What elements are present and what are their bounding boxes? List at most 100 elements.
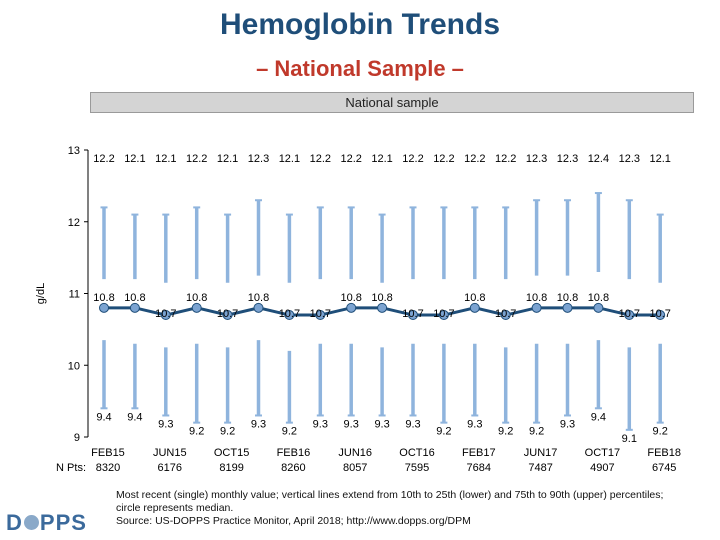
lower-value-label: 9.3 <box>467 418 482 430</box>
n-pts-value: 7595 <box>405 462 429 474</box>
upper-value-label: 12.3 <box>619 153 640 165</box>
chart-subtitle: – National Sample – <box>256 56 464 81</box>
median-value-label: 10.8 <box>340 292 361 304</box>
n-pts-label: N Pts: <box>56 462 86 474</box>
median-point <box>593 302 604 313</box>
lower-value-label: 9.3 <box>313 418 328 430</box>
upper-value-label: 12.2 <box>433 153 454 165</box>
lower-value-label: 9.2 <box>189 426 204 438</box>
lower-value-label: 9.2 <box>436 426 451 438</box>
lower-value-label: 9.4 <box>127 411 142 423</box>
median-point <box>531 302 542 313</box>
median-value-label: 10.8 <box>526 292 547 304</box>
panel-label: National sample <box>90 92 694 113</box>
upper-value-label: 12.1 <box>217 153 238 165</box>
y-tick-label: 10 <box>68 360 80 372</box>
upper-value-label: 12.1 <box>155 153 176 165</box>
lower-value-label: 9.3 <box>405 418 420 430</box>
median-point <box>469 302 480 313</box>
lower-value-label: 9.4 <box>591 411 606 423</box>
upper-value-label: 12.3 <box>526 153 547 165</box>
x-tick-label: FEB16 <box>277 447 311 459</box>
median-point <box>129 302 140 313</box>
median-value-label: 10.7 <box>402 308 423 320</box>
upper-value-label: 12.3 <box>557 153 578 165</box>
upper-value-label: 12.2 <box>340 153 361 165</box>
upper-value-label: 12.2 <box>464 153 485 165</box>
median-point <box>377 302 388 313</box>
logo-o-mark <box>23 514 39 530</box>
y-tick-label: 9 <box>74 432 80 444</box>
footnote-line-3: Source: US-DOPPS Practice Monitor, April… <box>116 515 471 527</box>
n-pts-value: 8260 <box>281 462 305 474</box>
x-tick-label: JUN17 <box>524 447 558 459</box>
median-value-label: 10.8 <box>93 292 114 304</box>
y-tick-label: 12 <box>68 217 80 229</box>
lower-value-label: 9.1 <box>622 433 637 445</box>
lower-value-label: 9.2 <box>282 426 297 438</box>
median-point <box>99 302 109 313</box>
median-value-label: 10.7 <box>155 308 176 320</box>
median-value-label: 10.7 <box>310 308 331 320</box>
median-value-label: 10.7 <box>433 308 454 320</box>
median-value-label: 10.8 <box>186 292 207 304</box>
median-value-label: 10.8 <box>371 292 392 304</box>
n-pts-value: 6745 <box>652 462 676 474</box>
median-value-label: 10.7 <box>279 308 300 320</box>
upper-value-label: 12.4 <box>588 153 609 165</box>
n-pts-value: 7684 <box>467 462 491 474</box>
upper-value-label: 12.2 <box>310 153 331 165</box>
upper-value-label: 12.2 <box>186 153 207 165</box>
x-tick-label: OCT17 <box>585 447 620 459</box>
upper-value-label: 12.1 <box>649 153 670 165</box>
x-tick-label: FEB17 <box>462 447 496 459</box>
median-point <box>562 302 573 313</box>
n-pts-value: 4907 <box>590 462 614 474</box>
lower-value-label: 9.2 <box>220 426 235 438</box>
median-point <box>191 302 202 313</box>
upper-value-label: 12.2 <box>402 153 423 165</box>
x-tick-label: OCT15 <box>214 447 249 459</box>
median-point <box>346 302 357 313</box>
y-tick-label: 11 <box>69 289 80 301</box>
median-point <box>253 302 264 313</box>
median-value-label: 10.7 <box>649 308 670 320</box>
n-pts-value: 6176 <box>158 462 182 474</box>
dopps-logo: D PPS <box>6 510 87 536</box>
upper-value-label: 12.1 <box>124 153 145 165</box>
median-point <box>500 310 511 321</box>
median-point <box>284 310 295 321</box>
median-point <box>655 310 666 321</box>
median-value-label: 10.7 <box>495 308 516 320</box>
y-tick-label: 13 <box>68 145 80 157</box>
lower-value-label: 9.2 <box>653 426 668 438</box>
lower-value-label: 9.2 <box>529 426 544 438</box>
n-pts-value: 8057 <box>343 462 367 474</box>
x-tick-label: OCT16 <box>399 447 434 459</box>
median-value-label: 10.8 <box>588 292 609 304</box>
median-point <box>624 310 635 321</box>
footnote-line-1: Most recent (single) monthly value; vert… <box>116 489 664 501</box>
median-point <box>408 310 418 321</box>
x-tick-label: JUN16 <box>338 447 372 459</box>
lower-value-label: 9.3 <box>158 418 173 430</box>
median-point <box>438 310 449 321</box>
median-value-label: 10.8 <box>464 292 485 304</box>
n-pts-value: 8320 <box>96 462 120 474</box>
upper-value-label: 12.2 <box>93 153 114 165</box>
x-tick-label: FEB15 <box>91 447 125 459</box>
median-value-label: 10.7 <box>619 308 640 320</box>
median-value-label: 10.8 <box>557 292 578 304</box>
footnote-line-2: circle represents median. <box>116 502 234 514</box>
y-axis-label: g/dL <box>35 283 47 304</box>
n-pts-value: 7487 <box>528 462 552 474</box>
x-tick-label: JUN15 <box>153 447 187 459</box>
upper-value-label: 12.2 <box>495 153 516 165</box>
footnote: Most recent (single) monthly value; vert… <box>116 489 706 528</box>
lower-value-label: 9.3 <box>344 418 359 430</box>
upper-value-label: 12.1 <box>279 153 300 165</box>
logo-letters-pps: PPS <box>39 510 87 535</box>
upper-value-label: 12.3 <box>248 153 269 165</box>
chart-title: Hemoglobin Trends <box>219 8 501 41</box>
